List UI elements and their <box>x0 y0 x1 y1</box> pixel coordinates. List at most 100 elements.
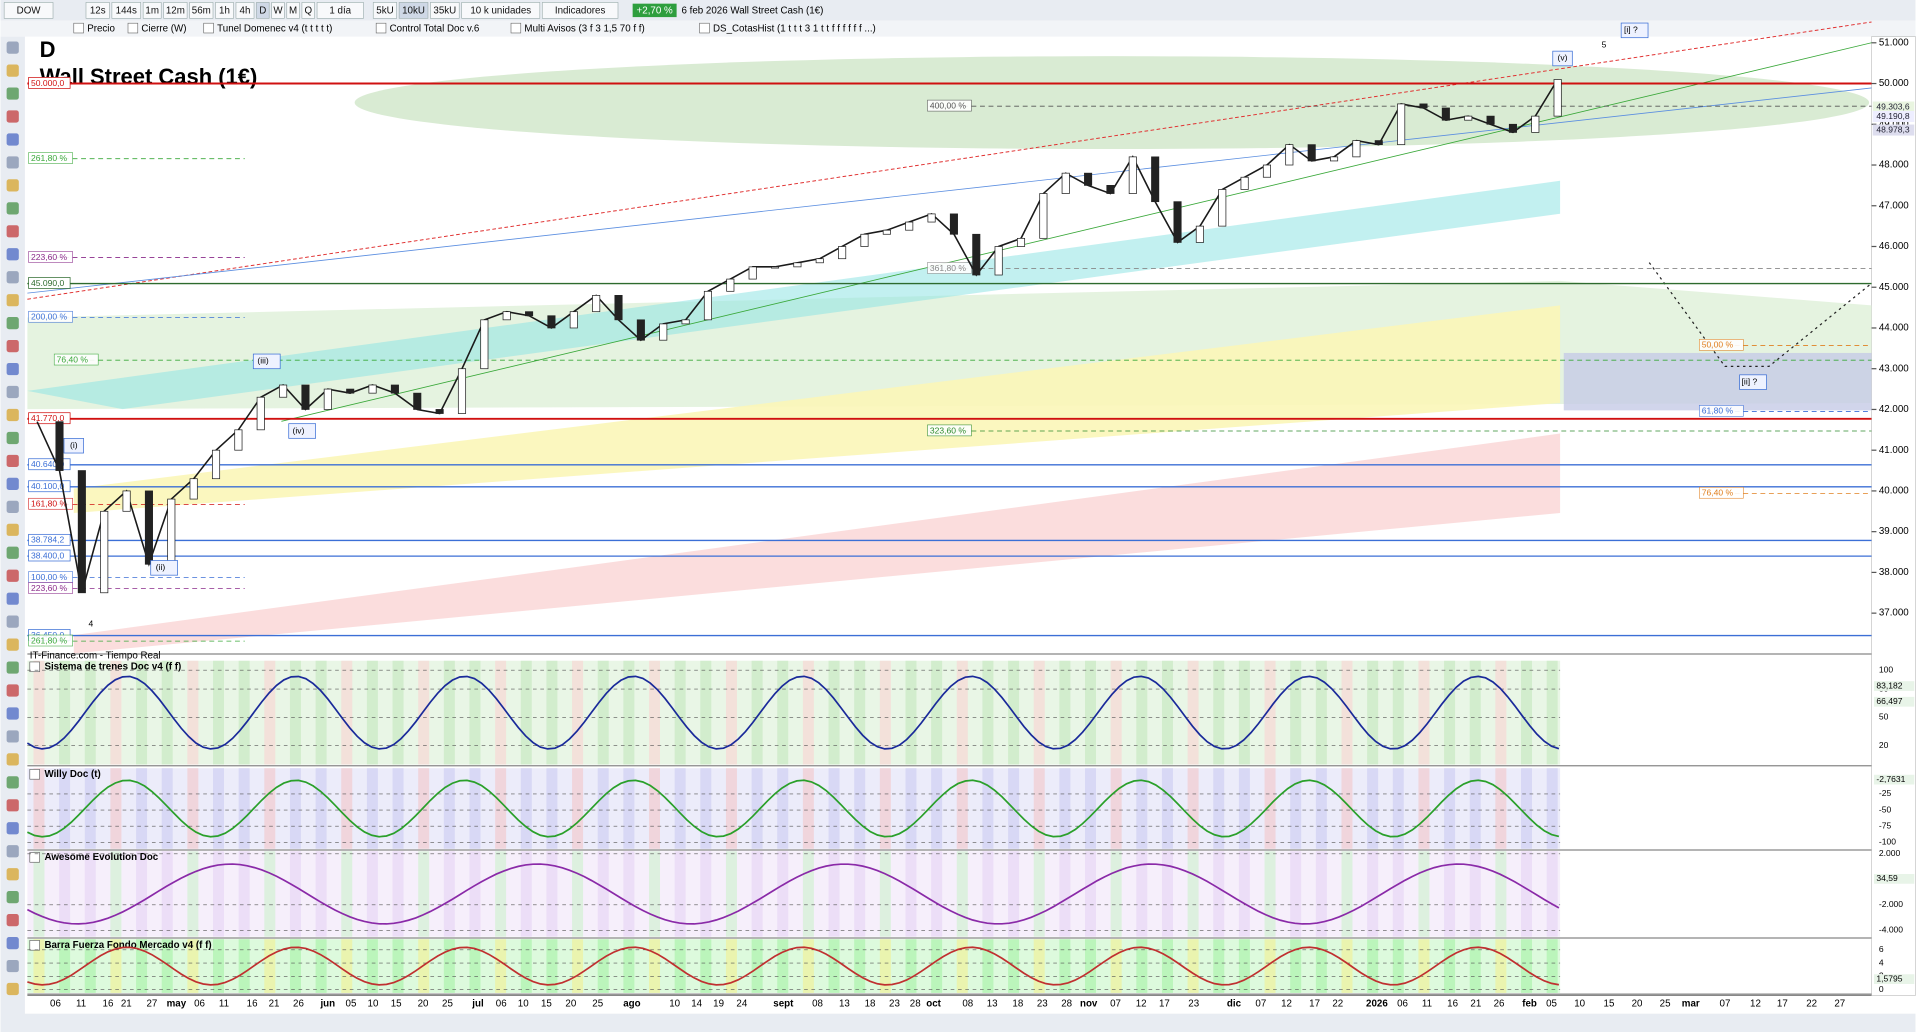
units-button[interactable]: 10kU <box>402 6 425 17</box>
interval-button-box[interactable] <box>271 2 285 19</box>
panel-stripe <box>392 851 404 937</box>
tool-icon[interactable] <box>6 362 19 376</box>
tool-icon[interactable] <box>6 661 19 674</box>
panel-title-box[interactable] <box>29 661 40 673</box>
interval-button-box[interactable] <box>163 2 188 19</box>
units-button[interactable]: 35kU <box>433 6 456 17</box>
interval-button[interactable]: 1h <box>219 6 230 17</box>
tool-icon[interactable] <box>6 982 19 996</box>
interval-button[interactable]: D <box>259 6 266 17</box>
panel-title-box[interactable] <box>29 769 40 780</box>
legend-check[interactable] <box>127 22 139 34</box>
legend-item[interactable]: Cierre (W) <box>141 23 186 34</box>
tool-icon[interactable] <box>6 546 19 559</box>
units-button-box[interactable] <box>372 2 397 19</box>
tool-icon[interactable] <box>6 684 19 697</box>
interval-button[interactable]: 144s <box>116 6 137 17</box>
units-select-box[interactable] <box>461 2 541 19</box>
legend-check[interactable] <box>699 22 710 34</box>
tool-icon[interactable] <box>6 959 19 973</box>
tool-icon[interactable] <box>6 156 19 169</box>
legend-item[interactable]: Control Total Doc v.6 <box>390 23 480 34</box>
tool-icon[interactable] <box>6 914 19 927</box>
panel-title-box[interactable] <box>29 940 40 951</box>
panel-title-box[interactable] <box>29 852 40 863</box>
tool-icon[interactable] <box>6 845 19 858</box>
tool-icon[interactable] <box>6 133 19 146</box>
period-select[interactable]: 1 día <box>329 6 351 17</box>
panel-stripe <box>187 851 199 937</box>
tool-icon[interactable] <box>6 408 19 422</box>
tool-icon[interactable] <box>6 936 19 950</box>
price-label-box <box>1872 124 1915 136</box>
units-button[interactable]: 5kU <box>376 6 393 17</box>
x-tick-label: 13 <box>839 998 850 1009</box>
legend-item[interactable]: Multi Avisos (3 f 3 1,5 70 f f) <box>524 23 644 34</box>
tool-icon[interactable] <box>6 454 19 468</box>
tool-icon[interactable] <box>6 500 19 513</box>
interval-button[interactable]: 12s <box>90 6 106 17</box>
tool-icon[interactable] <box>6 340 19 353</box>
tool-icon[interactable] <box>6 87 19 100</box>
legend-item[interactable]: DS_CotasHist (1 t t t 3 1 t t f f f f f … <box>713 23 876 34</box>
tool-icon[interactable] <box>6 799 19 812</box>
units-button-box[interactable] <box>430 2 460 19</box>
indicators-button[interactable]: Indicadores <box>555 6 606 17</box>
tool-icon[interactable] <box>6 294 19 307</box>
tool-icon[interactable] <box>6 592 19 605</box>
interval-button-box[interactable] <box>235 2 255 19</box>
units-select[interactable]: 10 k unidades <box>470 6 531 17</box>
tool-icon[interactable] <box>6 110 19 123</box>
candle <box>1464 115 1473 121</box>
interval-button-box[interactable] <box>286 2 300 19</box>
tool-icon[interactable] <box>6 477 19 490</box>
legend-check[interactable] <box>510 22 522 34</box>
interval-button-box[interactable] <box>189 2 214 19</box>
legend-check[interactable] <box>203 22 214 34</box>
tool-icon[interactable] <box>6 385 19 399</box>
interval-button[interactable]: 1m <box>145 6 159 17</box>
tool-icon[interactable] <box>6 638 19 651</box>
tool-icon[interactable] <box>6 615 19 628</box>
tool-icon[interactable] <box>6 202 19 215</box>
interval-button-box[interactable] <box>85 2 110 19</box>
tool-icon[interactable] <box>6 431 19 445</box>
interval-button-box[interactable] <box>215 2 234 19</box>
tool-icon[interactable] <box>6 707 19 720</box>
symbol-select[interactable]: DOW <box>17 6 42 17</box>
tool-icon[interactable] <box>6 891 19 904</box>
tool-icon[interactable] <box>6 569 19 582</box>
candle <box>1195 225 1204 243</box>
interval-button-box[interactable] <box>256 2 270 19</box>
tool-icon[interactable] <box>6 776 19 789</box>
indicators-button-box[interactable] <box>541 2 619 19</box>
tool-icon[interactable] <box>6 41 19 54</box>
interval-button[interactable]: 12m <box>166 6 185 17</box>
tool-icon[interactable] <box>6 730 19 743</box>
interval-button[interactable]: 56m <box>192 6 211 17</box>
interval-button[interactable]: Q <box>304 6 312 17</box>
legend-check[interactable] <box>73 22 84 34</box>
tool-icon[interactable] <box>6 179 19 192</box>
tool-icon[interactable] <box>6 523 19 536</box>
tool-icon[interactable] <box>6 225 19 238</box>
interval-button[interactable]: 4h <box>240 6 251 17</box>
legend-check[interactable] <box>375 22 387 34</box>
units-button-box[interactable] <box>398 2 429 19</box>
tool-icon[interactable] <box>6 868 19 881</box>
period-select-box[interactable] <box>316 2 364 19</box>
legend-item[interactable]: Tunel Domenec v4 (t t t t t) <box>217 23 332 34</box>
tool-icon[interactable] <box>6 64 19 77</box>
interval-button[interactable]: W <box>273 6 283 17</box>
interval-button-box[interactable] <box>301 2 315 19</box>
tool-icon[interactable] <box>6 822 19 835</box>
tool-icon[interactable] <box>6 248 19 261</box>
symbol-select-box[interactable] <box>3 2 54 19</box>
tool-icon[interactable] <box>6 271 19 284</box>
tool-icon[interactable] <box>6 753 19 766</box>
interval-button[interactable]: M <box>289 6 297 17</box>
tool-icon[interactable] <box>6 317 19 330</box>
legend-item[interactable]: Precio <box>87 23 115 34</box>
interval-button-box[interactable] <box>111 2 142 19</box>
interval-button-box[interactable] <box>142 2 162 19</box>
